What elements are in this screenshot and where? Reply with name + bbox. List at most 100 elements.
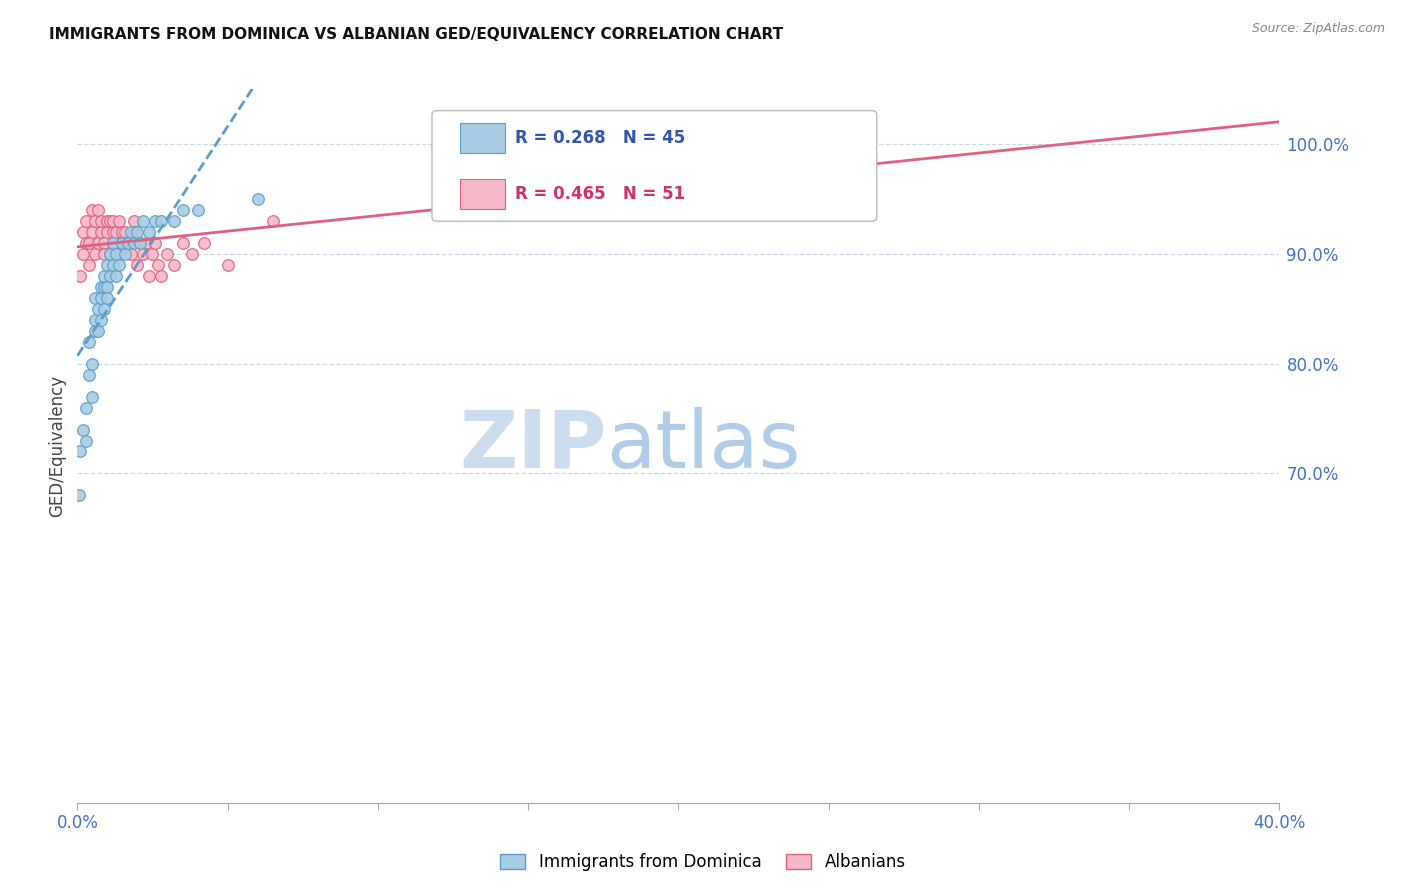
Bar: [460, 123, 505, 153]
Point: [96, 225, 118, 239]
Point: [96, 280, 118, 294]
Point: [124, 235, 146, 250]
Point: [108, 214, 131, 228]
Point: [105, 268, 128, 283]
Point: [72, 423, 94, 437]
Point: [127, 225, 149, 239]
Point: [132, 247, 155, 261]
Point: [848, 137, 870, 152]
Point: [262, 214, 284, 228]
Point: [187, 202, 209, 217]
Point: [90, 291, 112, 305]
Point: [90, 214, 112, 228]
Point: [96, 214, 118, 228]
Text: R = 0.268   N = 45: R = 0.268 N = 45: [515, 128, 685, 146]
Point: [96, 291, 118, 305]
Point: [72, 225, 94, 239]
Point: [138, 268, 160, 283]
Point: [93, 301, 115, 316]
Point: [162, 214, 184, 228]
Point: [172, 202, 194, 217]
Point: [90, 312, 112, 326]
Point: [138, 225, 160, 239]
Point: [79, 258, 101, 272]
Point: [129, 235, 152, 250]
Point: [105, 247, 128, 261]
Point: [87, 202, 110, 217]
Point: [75, 401, 97, 415]
FancyBboxPatch shape: [432, 111, 877, 221]
Point: [117, 235, 139, 250]
Point: [103, 258, 125, 272]
Point: [114, 225, 136, 239]
Point: [127, 258, 149, 272]
Point: [246, 192, 269, 206]
Point: [103, 225, 125, 239]
Point: [150, 214, 173, 228]
Point: [145, 214, 167, 228]
Point: [108, 247, 131, 261]
Point: [124, 225, 146, 239]
Point: [82, 202, 104, 217]
Point: [75, 214, 97, 228]
Y-axis label: GED/Equivalency: GED/Equivalency: [48, 375, 66, 517]
Point: [124, 214, 146, 228]
Point: [90, 225, 112, 239]
Point: [79, 368, 101, 382]
Point: [108, 258, 131, 272]
Point: [162, 258, 184, 272]
Point: [69, 268, 91, 283]
Text: Source: ZipAtlas.com: Source: ZipAtlas.com: [1251, 22, 1385, 36]
Point: [117, 235, 139, 250]
Point: [93, 235, 115, 250]
Point: [193, 235, 215, 250]
Point: [87, 324, 110, 338]
Point: [145, 235, 167, 250]
Point: [129, 235, 152, 250]
Point: [135, 235, 157, 250]
Point: [72, 247, 94, 261]
Point: [82, 390, 104, 404]
Point: [100, 268, 122, 283]
Point: [93, 247, 115, 261]
Point: [114, 247, 136, 261]
Text: atlas: atlas: [606, 407, 800, 485]
Point: [93, 280, 115, 294]
Point: [75, 434, 97, 448]
Point: [105, 235, 128, 250]
Text: IMMIGRANTS FROM DOMINICA VS ALBANIAN GED/EQUIVALENCY CORRELATION CHART: IMMIGRANTS FROM DOMINICA VS ALBANIAN GED…: [49, 27, 783, 42]
Point: [132, 214, 155, 228]
Point: [84, 214, 107, 228]
Point: [84, 324, 107, 338]
Point: [96, 258, 118, 272]
Point: [100, 214, 122, 228]
Point: [103, 214, 125, 228]
Point: [148, 258, 170, 272]
Point: [111, 225, 134, 239]
Point: [103, 235, 125, 250]
Point: [111, 235, 134, 250]
Text: ZIP: ZIP: [458, 407, 606, 485]
Legend: Immigrants from Dominica, Albanians: Immigrants from Dominica, Albanians: [492, 845, 914, 880]
Point: [172, 235, 194, 250]
Point: [84, 312, 107, 326]
Point: [67, 488, 90, 502]
Point: [100, 247, 122, 261]
Point: [156, 247, 179, 261]
Point: [75, 235, 97, 250]
Point: [87, 235, 110, 250]
Point: [79, 235, 101, 250]
Point: [120, 247, 142, 261]
Point: [114, 235, 136, 250]
Point: [82, 357, 104, 371]
Point: [87, 301, 110, 316]
Point: [217, 258, 239, 272]
Point: [90, 280, 112, 294]
Point: [105, 225, 128, 239]
Point: [79, 334, 101, 349]
Bar: [460, 179, 505, 209]
Point: [120, 225, 142, 239]
Point: [100, 247, 122, 261]
Text: R = 0.465   N = 51: R = 0.465 N = 51: [515, 186, 685, 203]
Point: [84, 291, 107, 305]
